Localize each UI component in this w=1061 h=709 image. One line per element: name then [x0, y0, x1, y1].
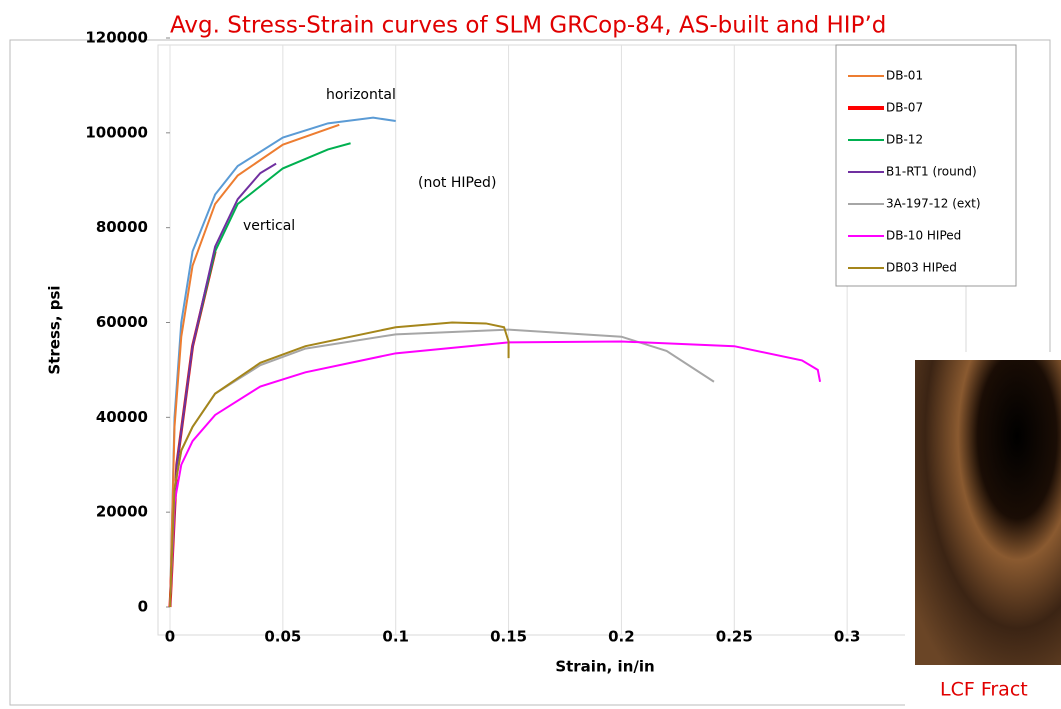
y-tick-label: 60000 [96, 313, 148, 331]
annotation: (not HIPed) [418, 175, 496, 191]
photo: LCF Fract [905, 352, 1061, 709]
photo-caption: LCF Fract [940, 679, 1028, 701]
series-line [169, 340, 822, 608]
legend-label: DB-07 [886, 101, 923, 115]
x-tick-label: 0.15 [490, 628, 527, 646]
y-tick-label: 120000 [85, 29, 148, 47]
x-tick-label: 0.05 [264, 628, 301, 646]
legend-label: B1-RT1 (round) [886, 165, 977, 179]
y-tick-label: 0 [138, 598, 148, 616]
legend-label: 3A-197-12 (ext) [886, 197, 981, 211]
legend-label: DB-12 [886, 133, 923, 147]
y-tick-label: 40000 [96, 408, 148, 426]
legend-label: DB-10 HIPed [886, 229, 961, 243]
legend-label: DB-01 [886, 69, 923, 83]
plot-area [157, 44, 967, 636]
y-tick-label: 20000 [96, 503, 148, 521]
series-line [169, 321, 510, 608]
x-tick-label: 0.3 [834, 628, 861, 646]
series-line [169, 162, 277, 608]
annotation: vertical [243, 218, 295, 234]
x-tick-label: 0.25 [716, 628, 753, 646]
series-line [169, 123, 340, 608]
legend-label: DB03 HIPed [886, 261, 957, 275]
y-tick-label: 80000 [96, 218, 148, 236]
annotation: horizontal [326, 87, 396, 103]
y-tick-label: 100000 [85, 123, 148, 141]
x-tick-label: 0.2 [608, 628, 635, 646]
x-tick-label: 0.1 [382, 628, 409, 646]
x-tick-label: 0 [165, 628, 175, 646]
y-axis-label: Stress, psi [46, 285, 64, 374]
chart-title: Avg. Stress-Strain curves of SLM GRCop-8… [170, 13, 886, 39]
x-axis-label: Strain, in/in [555, 658, 654, 676]
photo-image [915, 360, 1061, 665]
legend-box [835, 44, 1017, 287]
chart: 0 0.05 0.1 0.15 0.2 0.25 0.3 0 20000 40000 60000 80… [85, 29, 1017, 646]
